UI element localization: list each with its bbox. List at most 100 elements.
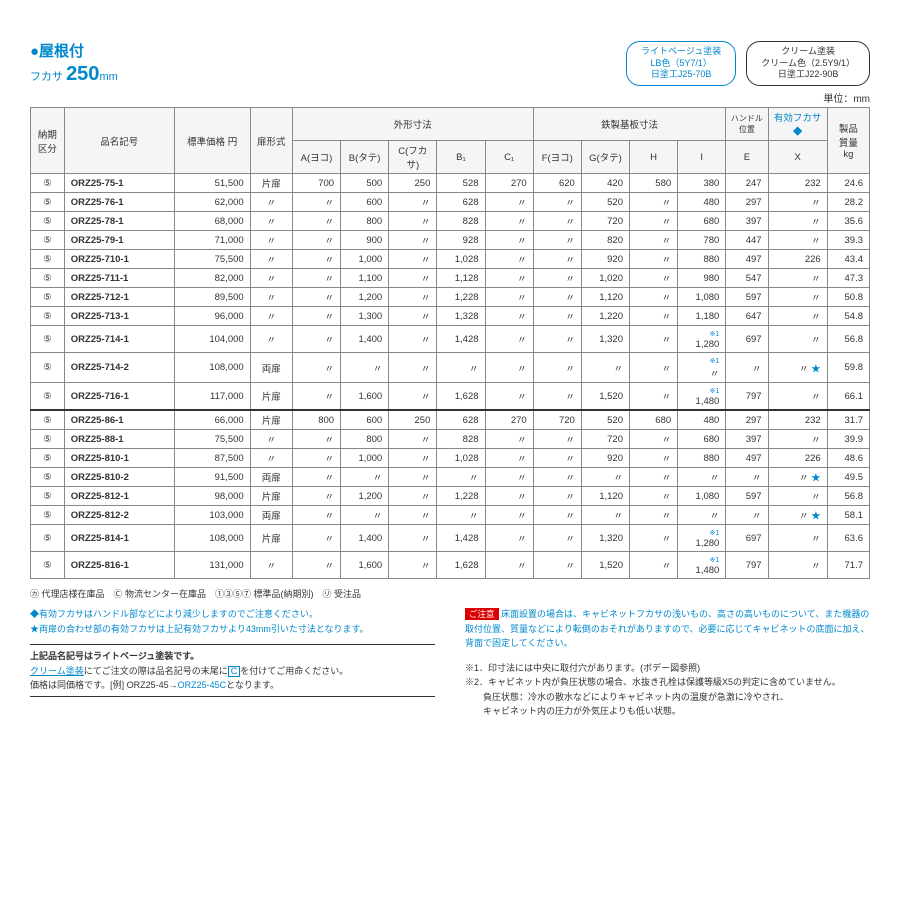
table-cell: 920 bbox=[581, 250, 629, 269]
table-head: 納期 区分 品名記号 標準価格 円 扉形式 外形寸法 鉄製基板寸法 ハンドル 位… bbox=[31, 108, 870, 174]
hdr-price: 標準価格 円 bbox=[174, 108, 250, 174]
table-cell: 82,000 bbox=[174, 269, 250, 288]
table-cell: ⑤ bbox=[31, 288, 65, 307]
table-cell: 1,180 bbox=[678, 307, 726, 326]
table-cell: 〃 bbox=[630, 430, 678, 449]
table-cell: 〃 bbox=[533, 449, 581, 468]
table-cell: ⑤ bbox=[31, 353, 65, 383]
bullet-2: ★両扉の合わせ部の有効フカサは上記有効フカサより43mm引いた寸法となります。 bbox=[30, 622, 435, 636]
table-cell: 〃 bbox=[581, 468, 629, 487]
table-cell: 697 bbox=[726, 525, 768, 552]
table-cell: 1,428 bbox=[437, 525, 485, 552]
table-cell: 780 bbox=[678, 231, 726, 250]
note-mark: ※1 bbox=[710, 358, 720, 365]
table-cell: 75,500 bbox=[174, 250, 250, 269]
table-cell: 1,600 bbox=[341, 383, 389, 411]
table-cell: 〃 bbox=[292, 449, 340, 468]
table-cell: 〃 bbox=[292, 212, 340, 231]
table-cell: 800 bbox=[341, 430, 389, 449]
table-cell: 39.3 bbox=[827, 231, 869, 250]
table-cell: 〃 bbox=[533, 468, 581, 487]
table-cell: 797 bbox=[726, 552, 768, 579]
table-cell: 420 bbox=[581, 174, 629, 193]
table-cell: 380 bbox=[678, 174, 726, 193]
hdr-A: A(ヨコ) bbox=[292, 141, 340, 174]
table-cell: 〃 bbox=[581, 506, 629, 525]
table-cell: 600 bbox=[341, 193, 389, 212]
table-cell: 〃 bbox=[533, 430, 581, 449]
table-cell: 480 bbox=[678, 410, 726, 430]
table-cell: 928 bbox=[437, 231, 485, 250]
table-cell: 〃 bbox=[533, 269, 581, 288]
hdr-H: H bbox=[630, 141, 678, 174]
table-cell: 〃 bbox=[485, 430, 533, 449]
badges: ライトベージュ塗装 LB色（5Y7/1） 日塗工J25-70B クリーム塗装 ク… bbox=[626, 41, 870, 86]
table-cell: 1,100 bbox=[341, 269, 389, 288]
table-cell: 〃 bbox=[630, 307, 678, 326]
table-cell: 28.2 bbox=[827, 193, 869, 212]
table-cell: ⑤ bbox=[31, 231, 65, 250]
table-cell: 48.6 bbox=[827, 449, 869, 468]
hdr-X: X bbox=[768, 141, 827, 174]
cream-l1: 上記品名記号はライトベージュ塗装です。 bbox=[30, 649, 435, 663]
table-cell: 〃 bbox=[292, 193, 340, 212]
hdr-E: E bbox=[726, 141, 768, 174]
spec-table: 納期 区分 品名記号 標準価格 円 扉形式 外形寸法 鉄製基板寸法 ハンドル 位… bbox=[30, 107, 870, 579]
table-cell: 680 bbox=[678, 212, 726, 231]
table-cell: 1,600 bbox=[341, 552, 389, 579]
title-main: ●屋根付 bbox=[30, 40, 118, 61]
table-cell: 〃 bbox=[292, 525, 340, 552]
table-body: ⑤ORZ25-75-151,500片扉700500250528270620420… bbox=[31, 174, 870, 579]
table-cell: 1,120 bbox=[581, 487, 629, 506]
table-cell: 820 bbox=[581, 231, 629, 250]
table-cell: 1,628 bbox=[437, 383, 485, 411]
table-cell: ⑤ bbox=[31, 525, 65, 552]
table-cell: 〃 bbox=[485, 383, 533, 411]
table-cell: 880 bbox=[678, 250, 726, 269]
table-cell: 〃 bbox=[485, 552, 533, 579]
table-cell: 〃 bbox=[533, 506, 581, 525]
table-cell: 〃 bbox=[726, 353, 768, 383]
table-cell: 〃 bbox=[630, 487, 678, 506]
notes-left: ◆有効フカサはハンドル部などにより減少しますのでご注意ください。 ★両扉の合わせ… bbox=[30, 607, 435, 718]
badge-blue-l2: LB色（5Y7/1） bbox=[641, 58, 721, 70]
table-cell: ORZ25-79-1 bbox=[64, 231, 174, 250]
table-cell: 250 bbox=[389, 410, 437, 430]
table-cell: 1,080 bbox=[678, 487, 726, 506]
note-mark: ※1 bbox=[710, 557, 720, 564]
table-cell: 1,028 bbox=[437, 250, 485, 269]
table-cell: ORZ25-78-1 bbox=[64, 212, 174, 231]
table-cell: 〃 bbox=[630, 326, 678, 353]
table-cell: 1,020 bbox=[581, 269, 629, 288]
table-cell: 66,000 bbox=[174, 410, 250, 430]
table-cell: 〃 bbox=[485, 525, 533, 552]
table-cell: 〃 bbox=[292, 487, 340, 506]
table-cell: 〃 bbox=[726, 468, 768, 487]
table-cell: 〃 bbox=[485, 353, 533, 383]
table-cell: 〃 bbox=[250, 307, 292, 326]
bullet-1: ◆有効フカサはハンドル部などにより減少しますのでご注意ください。 bbox=[30, 607, 435, 621]
table-cell: 500 bbox=[341, 174, 389, 193]
table-cell: 〃 bbox=[292, 468, 340, 487]
table-cell: 66.1 bbox=[827, 383, 869, 411]
hdr-door: 扉形式 bbox=[250, 108, 292, 174]
title-sub-value: 250 bbox=[66, 63, 99, 85]
table-cell: 〃 bbox=[768, 193, 827, 212]
table-cell: ORZ25-710-1 bbox=[64, 250, 174, 269]
table-cell: 397 bbox=[726, 430, 768, 449]
table-cell: 480 bbox=[678, 193, 726, 212]
table-cell: ORZ25-88-1 bbox=[64, 430, 174, 449]
table-cell: 1,328 bbox=[437, 307, 485, 326]
table-cell: 1,520 bbox=[581, 383, 629, 411]
hdr-handle: ハンドル 位置 bbox=[726, 108, 768, 141]
cream-l2a: クリーム塗装 bbox=[30, 666, 84, 676]
table-cell: 270 bbox=[485, 410, 533, 430]
table-row: ⑤ORZ25-88-175,500〃〃800〃828〃〃720〃680397〃3… bbox=[31, 430, 870, 449]
table-cell: 397 bbox=[726, 212, 768, 231]
table-cell: 〃 bbox=[768, 383, 827, 411]
table-cell: 56.8 bbox=[827, 326, 869, 353]
note-mark: ※1 bbox=[710, 388, 720, 395]
table-cell: 〃 bbox=[485, 193, 533, 212]
table-cell: 〃 bbox=[533, 552, 581, 579]
table-cell: 880 bbox=[678, 449, 726, 468]
